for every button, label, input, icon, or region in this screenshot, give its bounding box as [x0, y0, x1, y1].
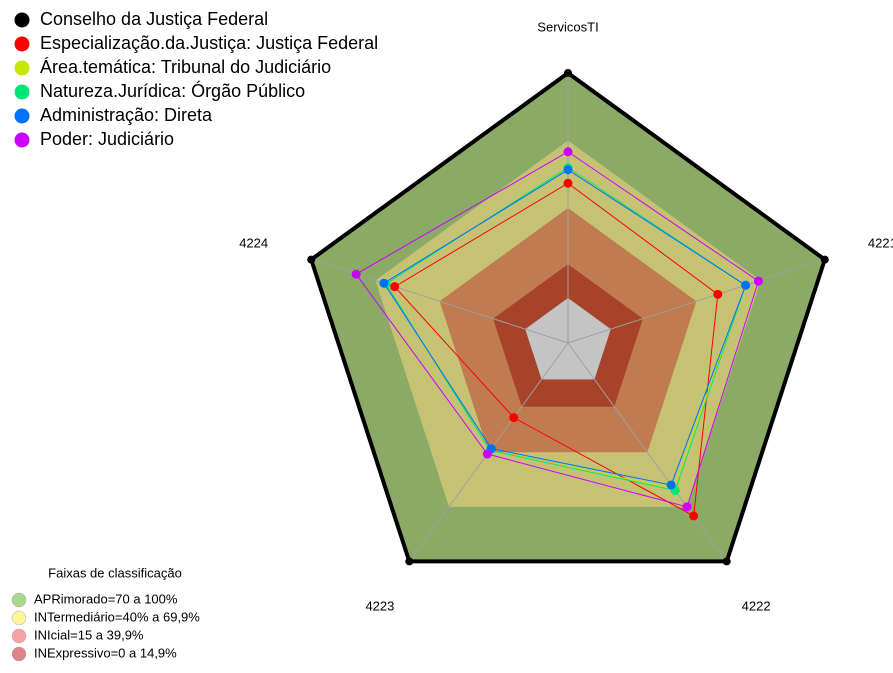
- band-legend-label: INExpressivo=0 a 14,9%: [34, 645, 177, 660]
- band-legend-label: INIcial=15 a 39,9%: [34, 627, 144, 642]
- point: [307, 255, 316, 264]
- legend-marker: [14, 60, 30, 76]
- point: [722, 557, 731, 566]
- point: [563, 147, 573, 157]
- legend-label: Especialização.da.Justiça: Justiça Feder…: [40, 33, 378, 53]
- axis-label: 4224: [239, 236, 268, 251]
- band-legend-label: APRimorado=70 a 100%: [34, 591, 178, 606]
- axis-label: 4221: [868, 236, 893, 251]
- bands-title: Faixas de classificação: [48, 565, 182, 580]
- series-line: [308, 70, 828, 564]
- axis-label: ServicosTI: [537, 19, 598, 34]
- point: [482, 449, 492, 459]
- spoke: [567, 342, 728, 562]
- legend-label: Administração: Direta: [40, 105, 213, 125]
- band-legend-marker: [11, 592, 27, 608]
- point: [820, 255, 829, 264]
- legend-marker: [14, 84, 30, 100]
- legend-label: Poder: Judiciário: [40, 129, 174, 149]
- legend-label: Conselho da Justiça Federal: [40, 9, 268, 29]
- point: [753, 276, 763, 286]
- band-legend-marker: [11, 610, 27, 626]
- series-line: [355, 151, 760, 508]
- point: [689, 511, 699, 521]
- point: [713, 289, 723, 299]
- legend-label: Área.temática: Tribunal do Judiciário: [40, 57, 331, 77]
- point: [509, 413, 519, 423]
- point: [379, 278, 389, 288]
- legend-marker: [14, 132, 30, 148]
- legend-label: Natureza.Jurídica: Órgão Público: [40, 80, 305, 101]
- axis-label: 4223: [365, 598, 394, 613]
- legend-marker: [14, 12, 30, 28]
- series-line: [383, 169, 747, 486]
- point: [682, 502, 692, 512]
- band-legend-marker: [11, 628, 27, 644]
- point: [390, 282, 400, 292]
- point: [563, 165, 573, 175]
- point: [564, 69, 572, 77]
- point: [563, 178, 573, 188]
- band-legend-marker: [11, 646, 27, 662]
- spoke: [567, 259, 825, 344]
- legend-marker: [14, 108, 30, 124]
- point: [351, 269, 361, 279]
- band-legend-label: INTermediário=40% a 69,9%: [34, 609, 200, 624]
- legend-marker: [14, 36, 30, 52]
- axis-label: 4222: [742, 598, 771, 613]
- point: [741, 280, 751, 290]
- point: [666, 480, 676, 490]
- series-line: [393, 182, 719, 517]
- point: [405, 557, 414, 566]
